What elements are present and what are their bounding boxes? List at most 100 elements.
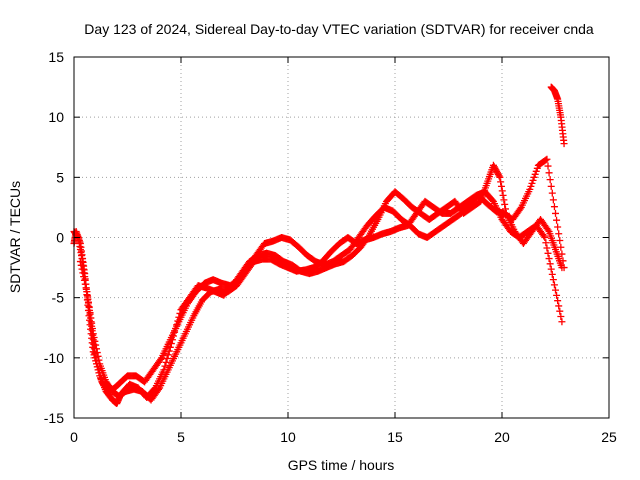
data-point (545, 169, 553, 177)
data-point (545, 255, 553, 263)
data-point (493, 169, 501, 177)
y-tick-label: -10 (44, 350, 64, 366)
data-point (164, 351, 172, 359)
data-point (542, 156, 550, 164)
x-axis-label: GPS time / hours (288, 457, 395, 473)
x-tick-label: 10 (280, 429, 296, 445)
data-point (81, 280, 89, 288)
data-point (489, 161, 497, 169)
data-point (87, 314, 95, 322)
y-axis-label: SDTVAR / TECUs (7, 181, 23, 293)
data-point (88, 319, 96, 327)
data-point (557, 312, 565, 320)
data-point (549, 196, 557, 204)
data-point (161, 362, 169, 370)
series-late-spike (547, 83, 568, 148)
data-point (530, 173, 538, 181)
x-tick-label: 25 (601, 429, 617, 445)
data-point (163, 355, 171, 363)
data-point (80, 276, 88, 284)
y-tick-label: -15 (44, 410, 64, 426)
data-point (494, 170, 502, 178)
data-point (516, 205, 524, 213)
data-point (84, 293, 92, 301)
data-point (85, 303, 93, 311)
data-point (155, 385, 163, 393)
data-point (76, 258, 84, 266)
data-point (80, 273, 88, 281)
data-point (157, 355, 165, 363)
y-tick-label: 10 (48, 109, 64, 125)
data-point (553, 216, 561, 224)
data-point (490, 163, 498, 171)
data-point (162, 358, 170, 366)
data-point (500, 196, 508, 204)
data-point (550, 281, 558, 289)
y-tick-label: -5 (52, 290, 65, 306)
data-point (541, 234, 549, 241)
data-point (552, 209, 559, 217)
data-point (492, 166, 500, 174)
series-trace-c (76, 188, 566, 404)
data-point (544, 162, 552, 170)
data-point (94, 352, 102, 360)
data-point (498, 187, 506, 195)
x-tick-label: 5 (177, 429, 185, 445)
data-point (553, 291, 561, 299)
grid-lines (74, 57, 609, 418)
data-point (529, 176, 537, 184)
data-point (550, 203, 558, 211)
data-point (549, 276, 557, 284)
data-point (499, 191, 507, 199)
data-point (95, 356, 103, 364)
data-point (556, 307, 564, 315)
data-point (84, 298, 92, 306)
data-point (495, 172, 503, 180)
data-point (559, 257, 567, 265)
data-point (491, 164, 499, 172)
data-point (555, 302, 563, 310)
data-point (558, 318, 566, 326)
data-point (89, 330, 97, 338)
data-point (79, 269, 87, 277)
data-point (493, 167, 501, 175)
data-point (89, 348, 97, 356)
data-point (531, 170, 539, 178)
data-point (546, 260, 554, 268)
data-point (97, 375, 105, 383)
data-point (560, 140, 568, 148)
data-point (497, 178, 505, 186)
data-point (92, 345, 100, 353)
data-point (557, 243, 565, 251)
y-tick-label: 0 (56, 230, 64, 246)
data-point (528, 179, 536, 187)
data-point (547, 182, 555, 190)
data-point (86, 309, 94, 317)
data-point (88, 325, 96, 333)
data-point (546, 176, 554, 184)
data-point (542, 239, 550, 247)
x-tick-label: 20 (494, 429, 510, 445)
series-trace-b (70, 155, 568, 396)
data-point (77, 261, 85, 269)
data-point (560, 264, 568, 272)
data-point (93, 349, 101, 357)
data-point (554, 297, 562, 305)
x-tick-label: 15 (387, 429, 403, 445)
data-point (501, 200, 509, 208)
data-point (544, 249, 552, 257)
y-tick-label: 5 (56, 169, 64, 185)
data-point (78, 265, 86, 273)
data-point (552, 286, 559, 294)
data-point (555, 230, 563, 238)
data-points (70, 83, 568, 408)
data-point (558, 250, 566, 258)
data-point (526, 185, 534, 193)
data-point (527, 182, 535, 190)
data-point (90, 334, 98, 342)
y-tick-label: 15 (48, 49, 64, 65)
data-point (82, 284, 90, 292)
data-point (554, 223, 562, 231)
data-point (543, 244, 551, 252)
